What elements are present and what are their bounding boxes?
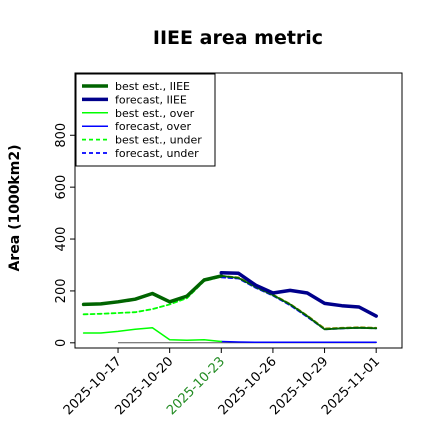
legend-label: forecast, under [115,147,199,160]
plot-area [81,271,378,344]
y-tick-label: 600 [54,175,69,200]
series-line-3 [220,340,377,344]
series-line-2 [82,327,223,343]
legend-box [75,73,216,167]
legend-label: forecast, over [115,120,191,133]
legend-label: forecast, IIEE [115,93,187,106]
y-tick-label: 800 [54,123,69,148]
axes: 02004006008002025-10-172025-10-202025-10… [54,123,383,418]
plot-frame [74,72,403,349]
y-axis-label: Area (1000km2) [7,145,23,272]
y-tick-label: 200 [54,279,69,304]
series-line-1 [219,271,378,318]
legend-label: best est., under [115,134,202,147]
series-line-5 [220,276,378,331]
series-line-0 [81,274,224,307]
legend-label: best est., over [115,107,195,120]
series-line-7 [220,274,378,331]
y-tick-label: 0 [54,339,69,347]
series-line-6 [220,274,378,330]
chart-title: IIEE area metric [153,27,323,49]
y-tick-label: 400 [54,227,69,252]
legend-label: best est., IIEE [115,80,190,93]
